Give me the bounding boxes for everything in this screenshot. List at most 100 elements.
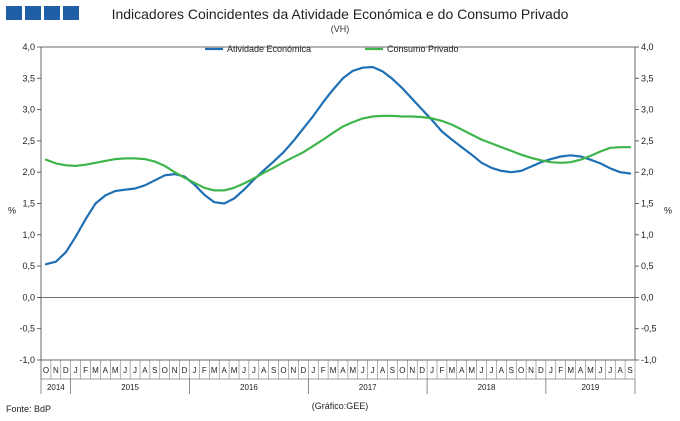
x-month-label: O bbox=[399, 366, 405, 375]
x-month-label: M bbox=[231, 366, 238, 375]
y-tick-label-left: 3,0 bbox=[22, 105, 35, 115]
y-tick-label-right: 1,0 bbox=[641, 230, 654, 240]
x-month-label: S bbox=[390, 366, 395, 375]
x-month-label: N bbox=[172, 366, 178, 375]
legend-label: Atividade Económica bbox=[227, 44, 311, 54]
x-month-label: J bbox=[371, 366, 375, 375]
y-tick-label-left: 0,5 bbox=[22, 261, 35, 271]
x-year-label: 2015 bbox=[121, 383, 139, 392]
x-month-label: M bbox=[92, 366, 99, 375]
x-month-label: J bbox=[608, 366, 612, 375]
y-tick-label-right: 3,5 bbox=[641, 73, 654, 83]
legend-label: Consumo Privado bbox=[387, 44, 459, 54]
x-year-label: 2017 bbox=[359, 383, 377, 392]
x-month-label: F bbox=[83, 366, 88, 375]
x-month-label: M bbox=[587, 366, 594, 375]
y-axis-label-right: % bbox=[664, 206, 672, 216]
y-axis-label-left: % bbox=[8, 206, 16, 216]
y-tick-label-left: 0,0 bbox=[22, 292, 35, 302]
x-month-label: M bbox=[468, 366, 475, 375]
x-month-label: J bbox=[430, 366, 434, 375]
y-tick-label-left: 2,0 bbox=[22, 167, 35, 177]
x-month-label: D bbox=[419, 366, 425, 375]
chart-credit: (Gráfico:GEE) bbox=[311, 401, 369, 411]
y-tick-label-right: 3,0 bbox=[641, 105, 654, 115]
x-month-label: O bbox=[518, 366, 524, 375]
x-month-label: J bbox=[123, 366, 127, 375]
x-month-label: N bbox=[528, 366, 534, 375]
y-tick-label-right: 1,5 bbox=[641, 199, 654, 209]
source-note: Fonte: BdP bbox=[6, 404, 52, 414]
x-month-label: M bbox=[350, 366, 357, 375]
x-month-label: A bbox=[261, 366, 267, 375]
x-month-label: J bbox=[361, 366, 365, 375]
x-month-label: A bbox=[578, 366, 584, 375]
x-month-label: M bbox=[330, 366, 337, 375]
y-tick-label-left: 2,5 bbox=[22, 136, 35, 146]
x-month-label: A bbox=[103, 366, 109, 375]
y-tick-label-left: 1,0 bbox=[22, 230, 35, 240]
x-month-label: A bbox=[459, 366, 465, 375]
y-tick-label-right: 2,5 bbox=[641, 136, 654, 146]
x-month-label: J bbox=[74, 366, 78, 375]
x-month-label: O bbox=[162, 366, 168, 375]
x-month-label: J bbox=[252, 366, 256, 375]
x-month-label: O bbox=[43, 366, 49, 375]
x-month-label: F bbox=[202, 366, 207, 375]
x-month-label: M bbox=[449, 366, 456, 375]
logo-block bbox=[44, 6, 60, 20]
y-tick-label-right: 2,0 bbox=[641, 167, 654, 177]
x-month-label: F bbox=[558, 366, 563, 375]
x-month-label: A bbox=[340, 366, 346, 375]
y-tick-label-left: 3,5 bbox=[22, 73, 35, 83]
x-month-label: F bbox=[440, 366, 445, 375]
x-month-label: S bbox=[271, 366, 276, 375]
x-month-label: S bbox=[509, 366, 514, 375]
x-month-label: D bbox=[63, 366, 69, 375]
chart-title: Indicadores Coincidentes da Atividade Ec… bbox=[111, 6, 569, 22]
y-tick-label-right: 0,5 bbox=[641, 261, 654, 271]
x-month-label: F bbox=[321, 366, 326, 375]
logo-block bbox=[6, 6, 22, 20]
x-month-label: J bbox=[192, 366, 196, 375]
x-month-label: J bbox=[480, 366, 484, 375]
x-month-label: D bbox=[538, 366, 544, 375]
y-tick-label-right: 0,0 bbox=[641, 292, 654, 302]
logo-block bbox=[63, 6, 79, 20]
x-month-label: M bbox=[112, 366, 119, 375]
x-month-label: N bbox=[291, 366, 297, 375]
x-month-label: J bbox=[598, 366, 602, 375]
chart-subtitle: (VH) bbox=[330, 24, 350, 34]
y-tick-label-right: 4,0 bbox=[641, 42, 654, 52]
x-month-label: A bbox=[380, 366, 386, 375]
x-year-label: 2014 bbox=[47, 383, 65, 392]
x-month-label: J bbox=[489, 366, 493, 375]
x-month-label: A bbox=[221, 366, 227, 375]
x-month-label: S bbox=[152, 366, 157, 375]
x-month-label: N bbox=[53, 366, 59, 375]
x-month-label: J bbox=[242, 366, 246, 375]
x-month-label: J bbox=[133, 366, 137, 375]
x-month-label: A bbox=[617, 366, 623, 375]
x-year-label: 2018 bbox=[478, 383, 496, 392]
x-month-label: S bbox=[627, 366, 632, 375]
x-month-label: A bbox=[499, 366, 505, 375]
y-tick-label-left: -0,5 bbox=[19, 324, 35, 334]
x-year-label: 2016 bbox=[240, 383, 258, 392]
x-month-label: D bbox=[300, 366, 306, 375]
x-month-label: J bbox=[311, 366, 315, 375]
y-tick-label-right: -0,5 bbox=[641, 324, 657, 334]
y-tick-label-left: 4,0 bbox=[22, 42, 35, 52]
series-line bbox=[44, 65, 632, 266]
x-month-label: M bbox=[567, 366, 574, 375]
plot-frame bbox=[40, 46, 636, 361]
x-month-label: N bbox=[409, 366, 415, 375]
y-tick-label-left: 1,5 bbox=[22, 199, 35, 209]
x-month-label: M bbox=[211, 366, 218, 375]
x-month-label: J bbox=[549, 366, 553, 375]
brand-logo bbox=[6, 6, 79, 20]
x-year-label: 2019 bbox=[582, 383, 600, 392]
y-tick-label-right: -1,0 bbox=[641, 355, 657, 365]
logo-block bbox=[25, 6, 41, 20]
